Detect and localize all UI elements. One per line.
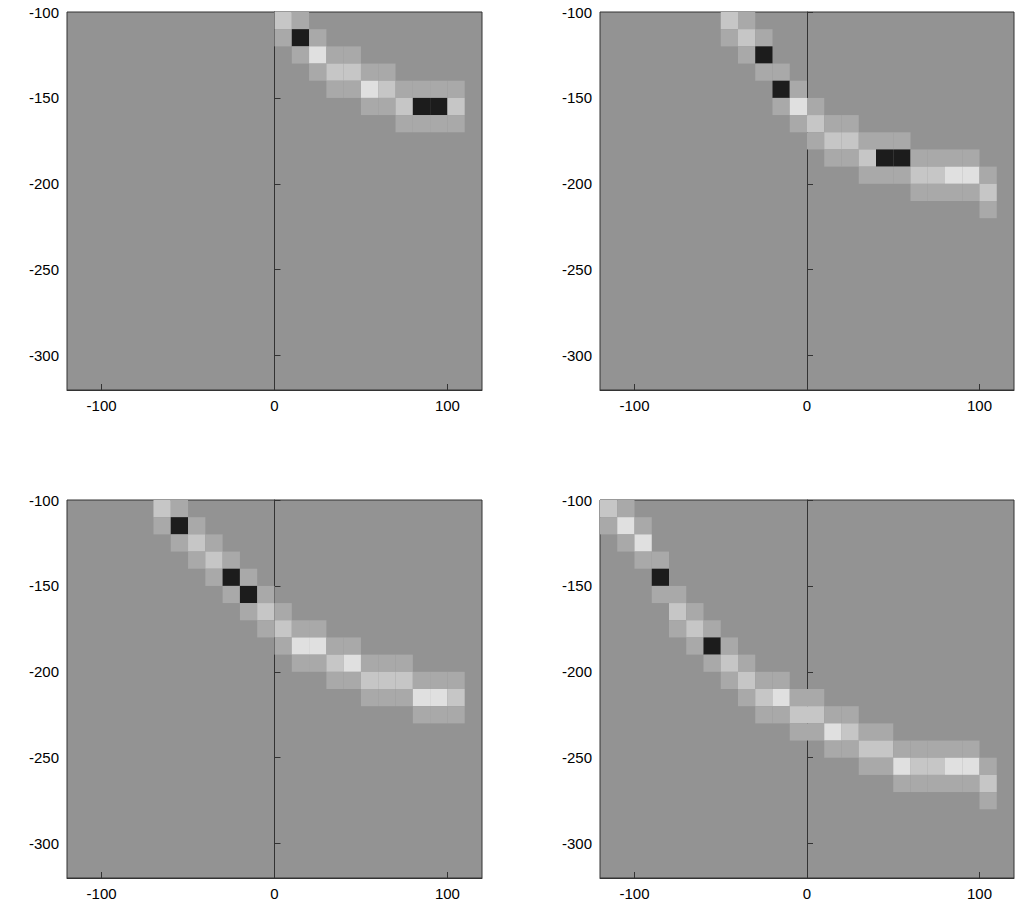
svg-text:-200: -200 [29, 175, 59, 192]
svg-text:-200: -200 [562, 175, 592, 192]
svg-text:-100: -100 [619, 397, 649, 414]
svg-text:-100: -100 [29, 492, 59, 509]
svg-text:-250: -250 [562, 261, 592, 278]
svg-text:-150: -150 [29, 577, 59, 594]
svg-text:-100: -100 [562, 492, 592, 509]
svg-text:-150: -150 [562, 577, 592, 594]
svg-text:-100: -100 [29, 4, 59, 21]
svg-text:-250: -250 [29, 749, 59, 766]
svg-text:-100: -100 [619, 885, 649, 902]
svg-text:-200: -200 [29, 663, 59, 680]
svg-text:-100: -100 [87, 397, 117, 414]
svg-text:0: 0 [270, 397, 278, 414]
svg-text:100: 100 [967, 885, 992, 902]
svg-text:100: 100 [435, 885, 460, 902]
svg-text:0: 0 [270, 885, 278, 902]
svg-text:0: 0 [803, 885, 811, 902]
svg-text:-100: -100 [562, 4, 592, 21]
svg-text:-200: -200 [562, 663, 592, 680]
svg-text:-300: -300 [29, 835, 59, 852]
svg-text:-250: -250 [29, 261, 59, 278]
svg-text:100: 100 [435, 397, 460, 414]
svg-text:0: 0 [803, 397, 811, 414]
svg-text:-300: -300 [562, 835, 592, 852]
svg-text:-150: -150 [562, 89, 592, 106]
svg-text:-300: -300 [29, 347, 59, 364]
svg-text:-250: -250 [562, 749, 592, 766]
svg-text:-150: -150 [29, 89, 59, 106]
svg-text:-300: -300 [562, 347, 592, 364]
svg-text:100: 100 [967, 397, 992, 414]
svg-text:-100: -100 [87, 885, 117, 902]
